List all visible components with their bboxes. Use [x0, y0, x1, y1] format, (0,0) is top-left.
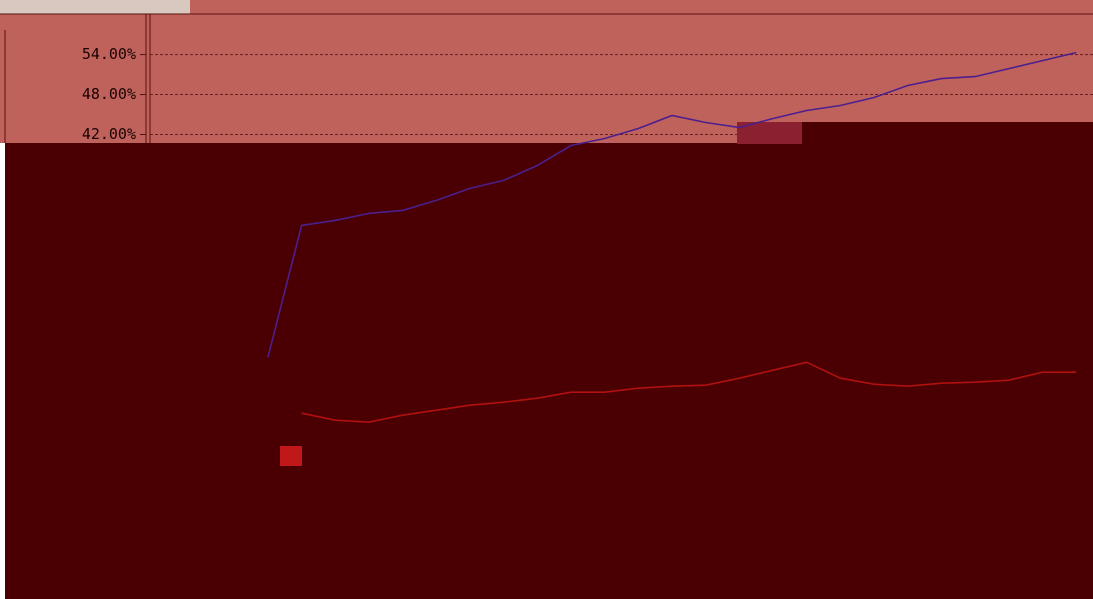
y-tick-label: 42.00%: [82, 125, 136, 143]
y-tick-label: 54.00%: [82, 45, 136, 63]
glitch-block: [280, 446, 302, 466]
left-edge: [0, 143, 5, 599]
page: {"chart_data": {"type": "line", "categor…: [0, 0, 1093, 599]
dark-region: [800, 122, 1093, 144]
dark-region: [5, 143, 1093, 599]
chart: 42.00% 48.00% 54.00%: [0, 0, 1093, 599]
header-strip: [0, 0, 190, 14]
y-tick-label: 48.00%: [82, 85, 136, 103]
